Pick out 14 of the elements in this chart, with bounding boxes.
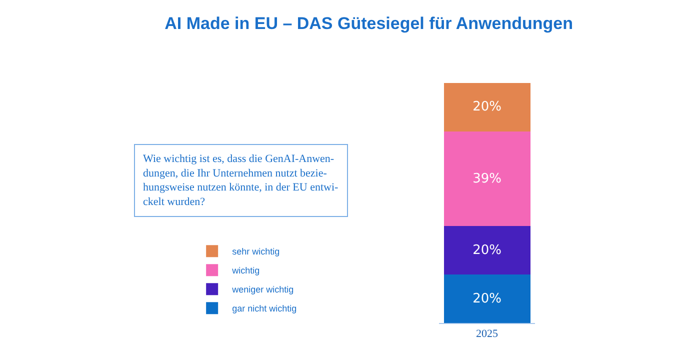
chart-title: AI Made in EU – DAS Gütesiegel für Anwendungen	[164, 14, 573, 34]
bar	[444, 83, 530, 132]
x-tick-label: 2025	[476, 328, 499, 340]
data-label: 20%	[472, 242, 502, 258]
text: Wie wichtig ist es, dass die GenAI-Anwen- dungen, die Ihr Unternehmen nutzt bezie- hungsweise nutzen könnte, in der EU entwi- ckelt wurden?	[143, 153, 339, 208]
data-label: 20%	[472, 100, 502, 115]
legend-label: gar nicht wichtig	[232, 304, 297, 314]
legend-label: weniger wichtig	[231, 284, 294, 295]
data-label: 20%	[472, 291, 502, 306]
bar	[444, 274, 530, 323]
data-label: 39%	[472, 171, 502, 186]
legend-label: sehr wichtig	[232, 246, 280, 257]
legend-label: wichtig	[231, 266, 260, 276]
bar	[444, 226, 530, 275]
